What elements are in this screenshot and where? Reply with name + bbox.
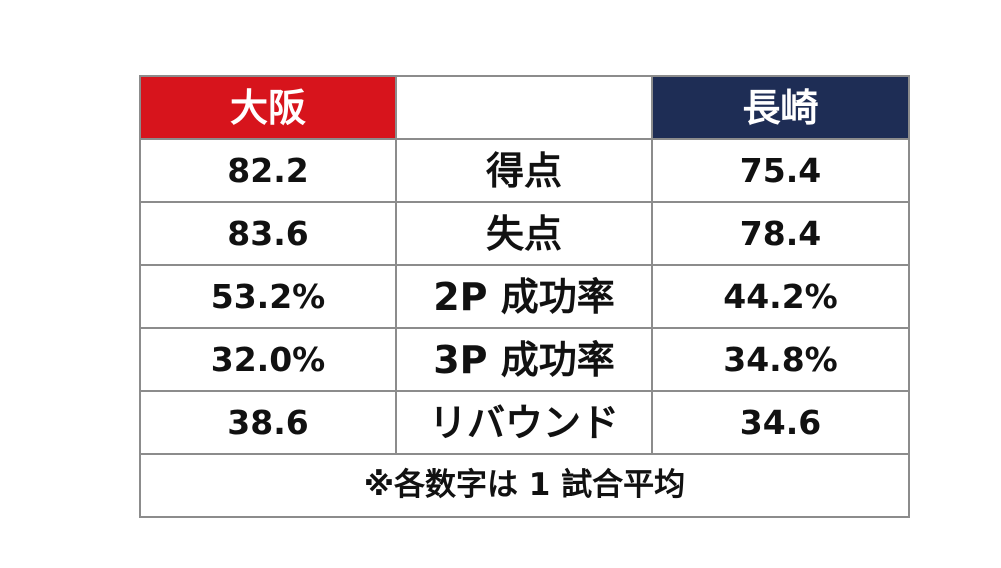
footnote: ※各数字は 1 試合平均 xyxy=(139,453,910,518)
osaka-value: 32.0% xyxy=(139,327,397,392)
stat-row-points: 82.2 得点 75.4 xyxy=(139,138,910,203)
osaka-value: 82.2 xyxy=(139,138,397,203)
stat-label: 得点 xyxy=(395,138,653,203)
team-stats-comparison-table: 大阪 長崎 82.2 得点 75.4 83.6 失点 78.4 53.2% 2P… xyxy=(139,75,910,518)
nagasaki-value: 75.4 xyxy=(651,138,910,203)
header-row: 大阪 長崎 xyxy=(139,75,910,140)
stat-label: 失点 xyxy=(395,201,653,266)
stat-label: 3P 成功率 xyxy=(395,327,653,392)
stat-row-rebounds: 38.6 リバウンド 34.6 xyxy=(139,390,910,455)
nagasaki-value: 34.8% xyxy=(651,327,910,392)
header-blank-cell xyxy=(395,75,653,140)
osaka-value: 38.6 xyxy=(139,390,397,455)
stat-row-points-allowed: 83.6 失点 78.4 xyxy=(139,201,910,266)
team-header-osaka: 大阪 xyxy=(139,75,397,140)
osaka-value: 53.2% xyxy=(139,264,397,329)
osaka-value: 83.6 xyxy=(139,201,397,266)
nagasaki-value: 34.6 xyxy=(651,390,910,455)
stat-label: リバウンド xyxy=(395,390,653,455)
nagasaki-value: 78.4 xyxy=(651,201,910,266)
team-header-nagasaki: 長崎 xyxy=(651,75,910,140)
stat-label: 2P 成功率 xyxy=(395,264,653,329)
footnote-row: ※各数字は 1 試合平均 xyxy=(139,453,910,518)
stat-row-2p-percentage: 53.2% 2P 成功率 44.2% xyxy=(139,264,910,329)
stat-row-3p-percentage: 32.0% 3P 成功率 34.8% xyxy=(139,327,910,392)
nagasaki-value: 44.2% xyxy=(651,264,910,329)
